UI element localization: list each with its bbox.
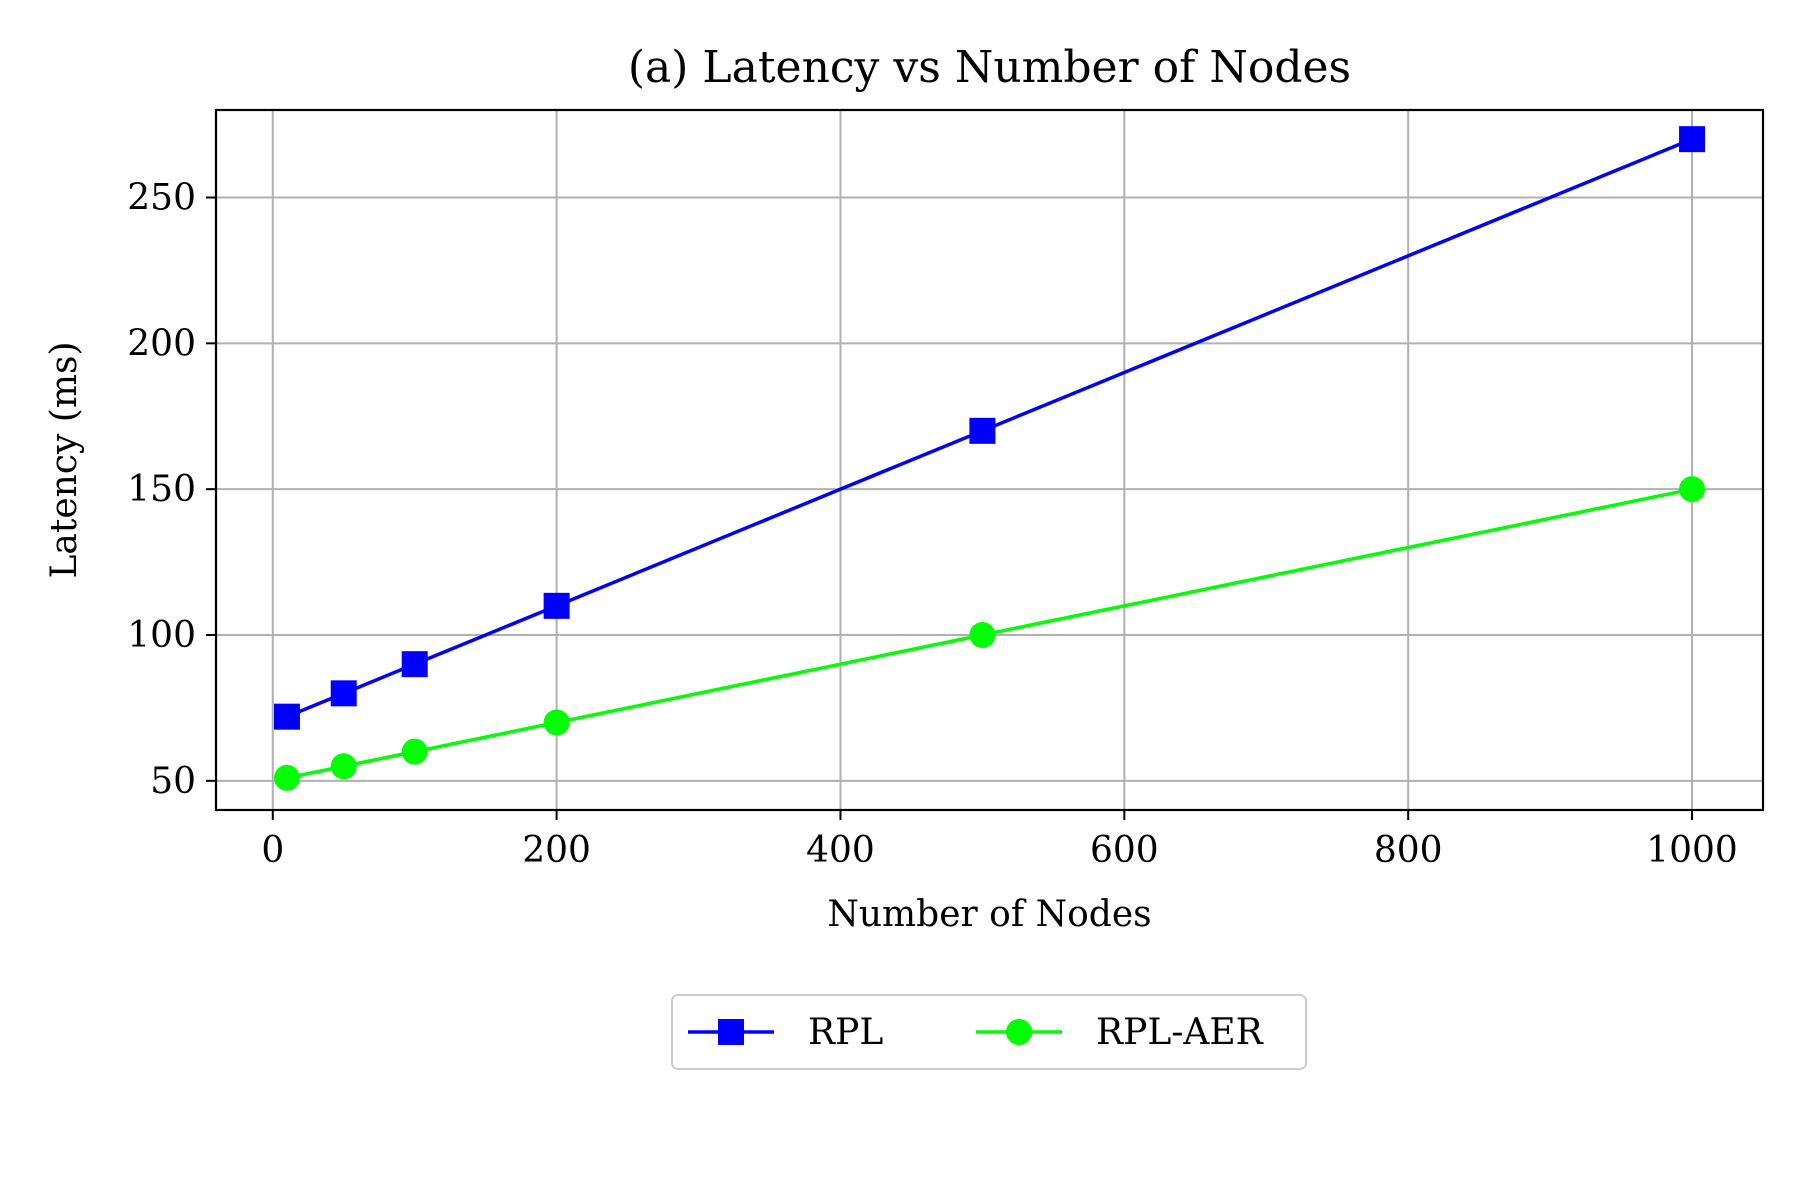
data-point [401,738,428,765]
data-point [543,709,570,736]
data-point [330,680,357,707]
data-point [273,764,300,791]
legend: RPL RPL-AER [671,994,1307,1070]
legend-marker [718,1019,744,1045]
data-point [1679,126,1706,153]
grid [216,110,1763,810]
plot-frame [214,108,1765,812]
x-tick-label: 1000 [1646,830,1738,871]
legend-label: RPL [808,1012,883,1053]
series-layer [273,126,1706,791]
legend-item-rpl-aer: RPL-AER [976,1012,1264,1053]
data-point [401,651,428,678]
x-tick-label: 200 [522,830,591,871]
legend-marker [1006,1019,1032,1045]
legend-label: RPL-AER [1096,1012,1264,1053]
y-tick-label: 100 [127,615,196,656]
x-tick-label: 0 [261,830,284,871]
y-tick-label: 50 [150,761,196,802]
chart-title: (a) Latency vs Number of Nodes [628,42,1351,93]
data-point [969,622,996,648]
data-point [330,753,357,780]
series-rpl [273,126,1706,730]
data-point [969,417,996,444]
x-axis-label: Number of Nodes [827,894,1151,935]
series-rpl-aer [273,476,1706,791]
y-axis-label: Latency (ms) [44,342,85,579]
ticks: 0 200 400 600 800 1000 50 100 150 200 250 [127,178,1738,872]
legend-item-rpl: RPL [688,1012,883,1053]
x-tick-label: 600 [1090,830,1159,871]
y-tick-label: 200 [127,323,196,364]
data-point [1679,476,1706,503]
x-tick-label: 400 [806,830,875,871]
data-point [543,592,570,619]
x-tick-label: 800 [1374,830,1443,871]
y-tick-label: 150 [127,469,196,510]
data-point [273,703,300,730]
y-tick-label: 250 [127,178,196,219]
